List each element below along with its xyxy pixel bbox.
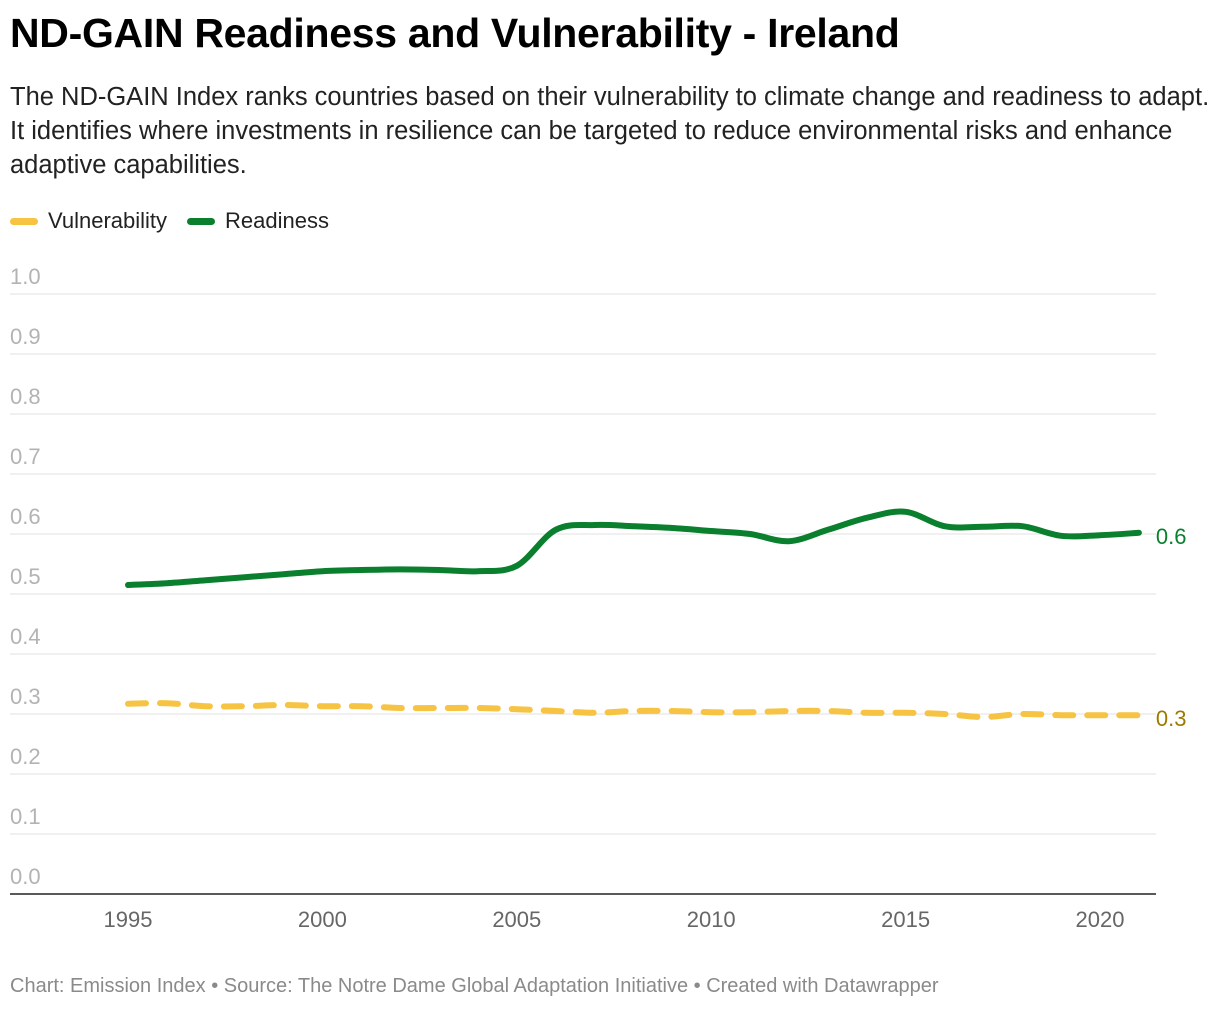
series-line-vulnerability	[125, 700, 1142, 720]
end-label-vulnerability: 0.3	[1156, 706, 1187, 731]
end-label-readiness: 0.6	[1156, 524, 1187, 549]
y-tick-label: 0.0	[10, 864, 41, 889]
x-axis-ticks: 1995 2000 2005 2010 2015 2020	[104, 907, 1125, 932]
x-tick-label: 2020	[1076, 907, 1125, 932]
end-labels: 0.3 0.6	[1156, 524, 1187, 731]
y-tick-label: 0.6	[10, 504, 41, 529]
legend-label-vulnerability: Vulnerability	[48, 208, 168, 233]
legend-item-readiness: Readiness	[187, 208, 329, 234]
x-tick-label: 1995	[104, 907, 153, 932]
y-tick-label: 0.8	[10, 384, 41, 409]
legend-swatch-readiness	[187, 217, 216, 225]
legend-swatch-vulnerability	[10, 217, 38, 225]
x-tick-label: 2000	[298, 907, 347, 932]
footer-credits: Chart: Emission Index • Source: The Notr…	[10, 975, 939, 997]
x-tick-label: 2005	[492, 907, 541, 932]
series-lines	[125, 508, 1142, 720]
legend-label-readiness: Readiness	[225, 208, 329, 233]
y-tick-label: 0.2	[10, 744, 41, 769]
y-tick-label: 0.1	[10, 804, 41, 829]
y-tick-label: 0.3	[10, 684, 41, 709]
chart-title: ND-GAIN Readiness and Vulnerability - Ir…	[10, 10, 900, 56]
y-axis-ticks: 0.0 0.1 0.2 0.3 0.4 0.5 0.6 0.7 0.8 0.9 1.0	[10, 264, 41, 889]
legend-item-vulnerability: Vulnerability	[10, 208, 167, 234]
series-line-readiness	[125, 508, 1142, 588]
x-tick-label: 2010	[687, 907, 736, 932]
y-tick-label: 0.5	[10, 564, 41, 589]
y-tick-label: 0.4	[10, 624, 41, 649]
legend: Vulnerability Readiness	[10, 208, 329, 234]
y-tick-label: 0.7	[10, 444, 41, 469]
grid	[10, 293, 1156, 895]
x-tick-label: 2015	[881, 907, 930, 932]
y-tick-label: 1.0	[10, 264, 41, 289]
y-tick-label: 0.9	[10, 324, 41, 349]
line-chart: 0.0 0.1 0.2 0.3 0.4 0.5 0.6 0.7 0.8 0.9 1.0 1995 20…	[10, 264, 1187, 932]
chart-subtitle: The ND-GAIN Index ranks countries based …	[10, 83, 1210, 179]
